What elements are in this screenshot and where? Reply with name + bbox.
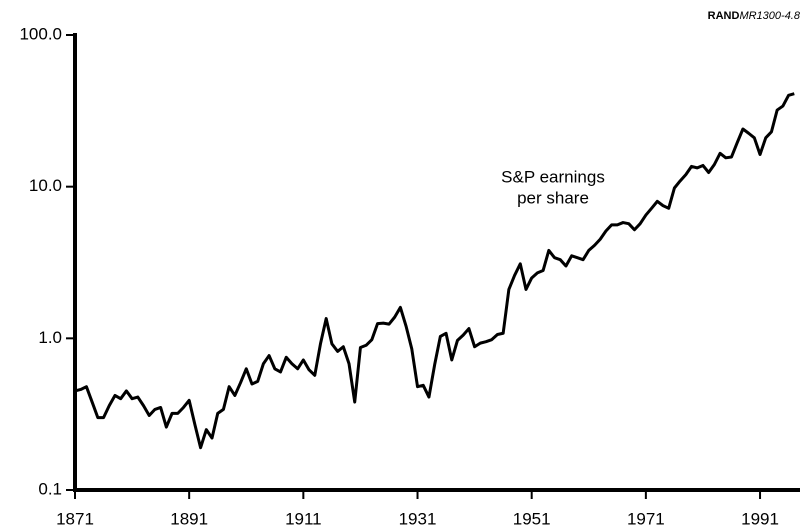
y-tick-label: 1.0 bbox=[38, 328, 62, 347]
data-line bbox=[74, 92, 795, 450]
x-tick-label: 1871 bbox=[56, 509, 94, 528]
x-tick-label: 1971 bbox=[627, 509, 665, 528]
annotation: per share bbox=[517, 188, 589, 207]
source-org: RAND bbox=[708, 10, 740, 22]
x-tick-label: 1951 bbox=[513, 509, 551, 528]
y-tick-label: 100.0 bbox=[19, 24, 62, 43]
x-tick-label: 1891 bbox=[170, 509, 208, 528]
annotation: S&P earnings bbox=[501, 167, 605, 186]
y-tick-label: 0.1 bbox=[38, 479, 62, 498]
source-id: MR1300-4.8 bbox=[739, 10, 800, 22]
x-tick-label: 1991 bbox=[741, 509, 779, 528]
x-tick-label: 1931 bbox=[399, 509, 437, 528]
y-tick-label: 10.0 bbox=[29, 176, 62, 195]
source: RANDMR1300-4.8 bbox=[708, 10, 801, 22]
x-tick-label: 1911 bbox=[285, 509, 322, 528]
